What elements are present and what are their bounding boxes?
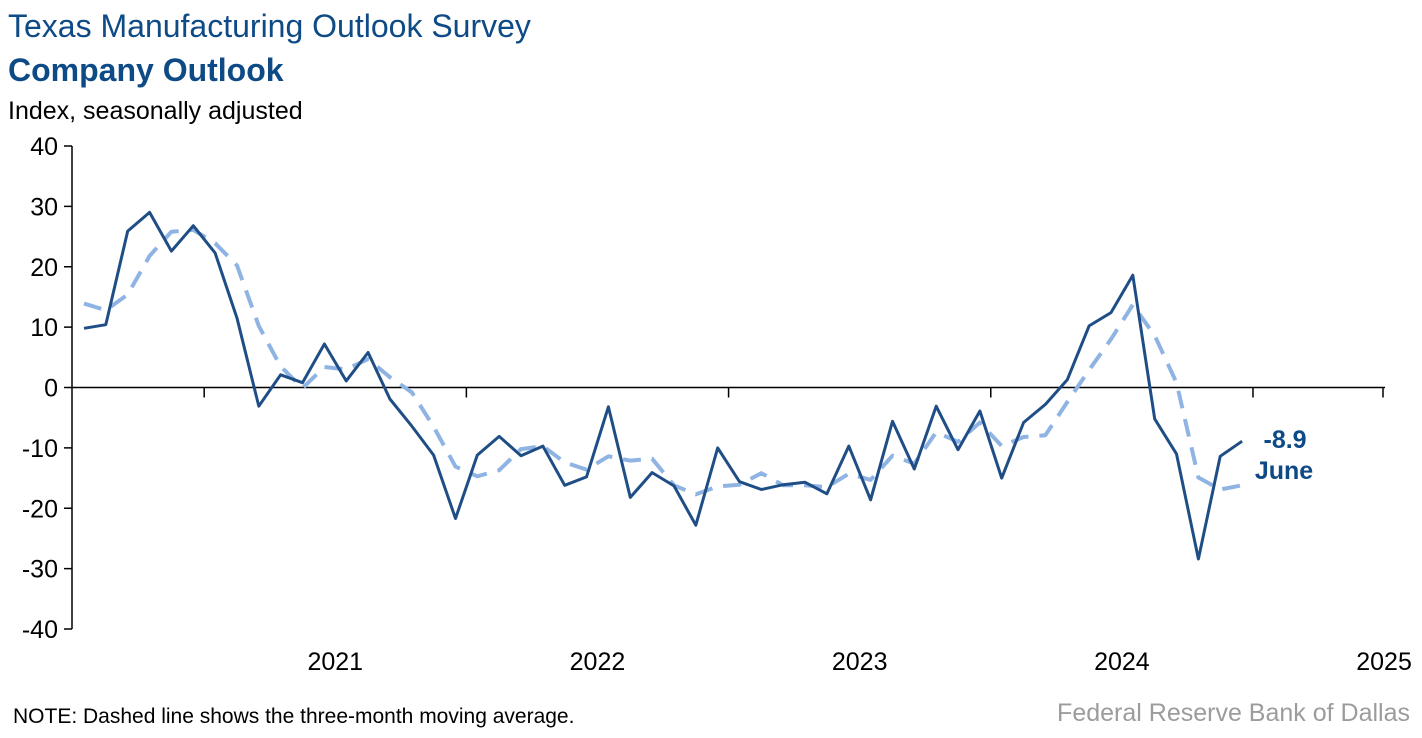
y-tick-label: 10 xyxy=(30,314,58,342)
source-credit: Federal Reserve Bank of Dallas xyxy=(1057,699,1410,727)
y-axis-units-label: Index, seasonally adjusted xyxy=(8,97,303,125)
y-tick-label: 20 xyxy=(30,254,58,282)
y-tick-label: 0 xyxy=(44,375,58,403)
chart-title: Texas Manufacturing Outlook Survey xyxy=(8,8,531,44)
index-line xyxy=(83,210,1243,561)
end-value-label: -8.9 xyxy=(1264,426,1307,454)
x-axis: 2021 2022 2023 2024 2025 xyxy=(72,386,1412,676)
y-tick-label: -10 xyxy=(22,435,58,463)
y-tick-label: -30 xyxy=(22,556,58,584)
x-tick-label: 2022 xyxy=(570,648,626,676)
moving-average-line xyxy=(83,227,1243,497)
x-tick-label: 2024 xyxy=(1094,648,1150,676)
chart-subtitle: Company Outlook xyxy=(8,52,284,88)
y-tick-label: -20 xyxy=(22,495,58,523)
y-tick-label: -40 xyxy=(22,616,58,644)
annotation-layer: -8.9 June xyxy=(1255,426,1313,485)
series-layer xyxy=(83,210,1243,561)
y-tick-label: 40 xyxy=(30,133,58,161)
x-tick-label: 2021 xyxy=(307,648,363,676)
x-tick-label: 2025 xyxy=(1356,648,1412,676)
footnote: NOTE: Dashed line shows the three-month … xyxy=(13,705,575,728)
y-tick-label: 30 xyxy=(30,193,58,221)
end-month-label: June xyxy=(1255,457,1313,485)
y-axis: 40 30 20 10 0 -10 -20 -30 -40 xyxy=(22,133,73,644)
x-tick-label: 2023 xyxy=(832,648,888,676)
